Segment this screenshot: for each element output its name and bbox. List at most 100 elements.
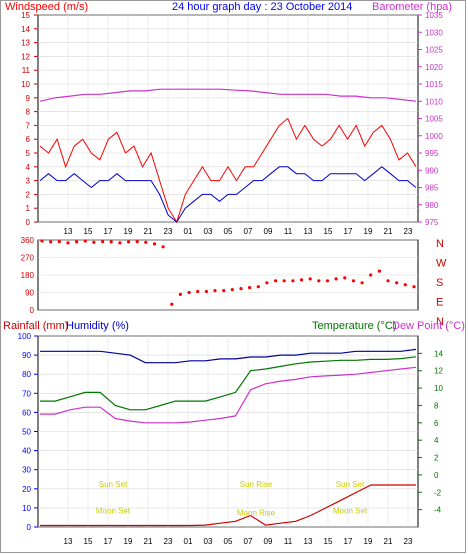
- temperature-ticks: -4 -2 0 2 4 6 8 10 12 14: [418, 349, 443, 515]
- astro-annotation: Sun Set: [99, 480, 128, 489]
- direction-point: [377, 269, 381, 273]
- baro-tick-label: 980: [425, 201, 439, 210]
- wind-tick-label: 5: [26, 149, 31, 158]
- direction-point: [75, 240, 79, 244]
- humidity-tick-label: 90: [22, 351, 31, 360]
- direction-point: [360, 281, 364, 285]
- temp-tick-label: 0: [434, 471, 439, 480]
- baro-tick-label: 990: [425, 166, 439, 175]
- direction-point: [196, 289, 200, 294]
- wind-tick-label: 14: [21, 25, 30, 34]
- wind-x-label: 05: [224, 227, 233, 236]
- temp-tick-label: 2: [434, 454, 439, 463]
- direction-point: [403, 283, 407, 287]
- humidity-x-label: 17: [104, 537, 113, 546]
- direction-point: [161, 245, 165, 249]
- humidity-x-label: 21: [384, 537, 393, 546]
- temp-tick-label: 10: [434, 384, 443, 393]
- wind-x-ticks: 13 15 17 19 21 23 01 03 05 07 09 11 13 15 17 19 21 23: [64, 227, 413, 236]
- wind-x-label: 15: [84, 227, 93, 236]
- rainfall-line: [40, 484, 416, 527]
- humidity-x-label: 15: [324, 537, 333, 546]
- direction-tick-label: 180: [21, 271, 35, 280]
- direction-point: [351, 279, 355, 283]
- direction-point: [135, 240, 139, 244]
- direction-point: [265, 281, 269, 285]
- direction-point: [152, 242, 157, 246]
- baro-tick-label: 1035: [425, 11, 443, 20]
- direction-point: [230, 288, 234, 292]
- temp-tick-label: -2: [434, 488, 442, 497]
- baro-tick-label: 1015: [425, 80, 443, 89]
- direction-point: [256, 285, 260, 289]
- wind-tick-label: 15: [21, 11, 30, 20]
- direction-point: [66, 241, 70, 245]
- humidity-tick-label: 20: [22, 485, 31, 494]
- direction-point: [187, 290, 191, 295]
- wind-tick-label: 7: [26, 121, 31, 130]
- wind-tick-label: 6: [26, 135, 31, 144]
- direction-tick-label: 0: [30, 306, 35, 315]
- humidity-x-label: 15: [84, 537, 93, 546]
- baro-tick-label: 995: [425, 149, 439, 158]
- direction-ticks: 0 90 180 270 360: [21, 236, 35, 315]
- wind-tick-label: 0: [26, 218, 31, 227]
- direction-grid: [38, 239, 418, 311]
- temp-tick-label: 6: [434, 419, 439, 428]
- barometer-ticks: 975 980 985 990 995 1000 1005 1010 1015 1020 1025 1…: [418, 11, 443, 227]
- compass-label: S: [436, 277, 443, 289]
- wind-x-label: 23: [164, 227, 173, 236]
- wind-tick-label: 12: [21, 52, 30, 61]
- humidity-x-label: 19: [124, 537, 133, 546]
- humidity-x-label: 23: [164, 537, 173, 546]
- astro-annotation: Moon Set: [96, 507, 131, 516]
- humidity-tick-label: 100: [18, 332, 32, 341]
- baro-tick-label: 1020: [425, 63, 443, 72]
- astro-annotation: Sun Rise: [240, 480, 273, 489]
- astro-annotation: Sun Set: [336, 480, 365, 489]
- direction-point: [83, 239, 87, 243]
- humidity-x-label: 11: [284, 537, 293, 546]
- direction-tick-label: 90: [25, 289, 34, 298]
- direction-point: [317, 279, 321, 283]
- direction-point: [334, 277, 338, 281]
- direction-point: [291, 279, 295, 283]
- wind-x-label: 13: [304, 227, 313, 236]
- temp-tick-label: -4: [434, 506, 442, 515]
- humidity-tick-label: 30: [22, 466, 31, 475]
- humidity-x-label: 13: [64, 537, 73, 546]
- humidity-x-label: 13: [304, 537, 313, 546]
- humidity-x-label: 23: [404, 537, 413, 546]
- wind-x-label: 09: [264, 227, 273, 236]
- humidity-series: [40, 348, 417, 527]
- direction-point: [109, 240, 113, 244]
- wind-x-label: 15: [324, 227, 333, 236]
- direction-point: [178, 292, 182, 296]
- temp-tick-label: 12: [434, 367, 443, 376]
- direction-point: [343, 276, 347, 280]
- wind-tick-label: 13: [21, 39, 30, 48]
- wind-x-label: 17: [104, 227, 113, 236]
- dewpoint-line: [40, 366, 417, 424]
- wind-series: [39, 88, 417, 224]
- baro-tick-label: 1025: [425, 46, 443, 55]
- chart-title: 24 hour graph day : 23 October 2014: [172, 1, 352, 13]
- direction-point: [282, 279, 286, 283]
- barometer-axis-title: Barometer (hpa): [372, 1, 452, 13]
- baro-tick-label: 1000: [425, 132, 443, 141]
- wind-average-line: [39, 166, 417, 223]
- compass-label: W: [436, 258, 447, 270]
- direction-point: [101, 240, 105, 244]
- wind-tick-label: 1: [26, 204, 31, 213]
- wind-x-label: 19: [124, 227, 133, 236]
- humidity-tick-label: 50: [22, 428, 31, 437]
- baro-tick-label: 1030: [425, 28, 443, 37]
- direction-point: [369, 273, 373, 277]
- direction-point: [308, 277, 312, 281]
- astro-annotation: Moon Set: [333, 507, 368, 516]
- wind-x-label: 07: [244, 227, 253, 236]
